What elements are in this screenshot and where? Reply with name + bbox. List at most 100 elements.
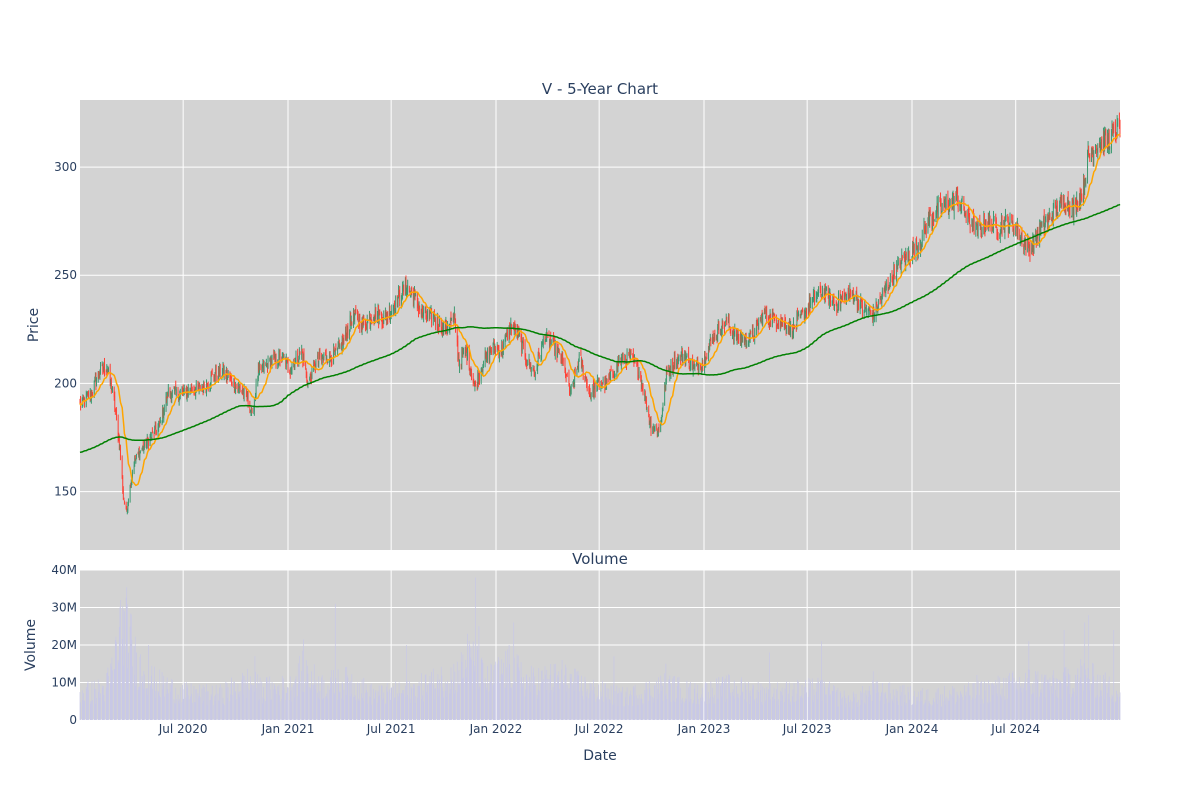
volume-bar <box>628 696 630 720</box>
candle-body <box>438 328 439 330</box>
candle-body <box>231 384 233 387</box>
volume-bar <box>558 688 560 720</box>
volume-bar <box>787 693 789 720</box>
candle-body <box>250 412 252 414</box>
candle-body <box>222 371 223 375</box>
candle-body <box>1023 242 1025 249</box>
candle-body <box>1043 217 1044 223</box>
candle-body <box>764 311 766 314</box>
volume-bar <box>307 673 309 720</box>
candle-body <box>506 331 508 334</box>
candle-body <box>980 226 982 231</box>
volume-bar <box>1043 677 1045 720</box>
volume-bar <box>525 689 526 720</box>
candle-body <box>223 370 225 376</box>
volume-bar <box>584 676 586 720</box>
candle-body <box>318 360 320 364</box>
volume-bar <box>124 611 125 720</box>
candle-body <box>203 382 204 393</box>
volume-bar <box>1063 630 1065 720</box>
candle-body <box>88 391 89 399</box>
volume-bar <box>182 698 184 720</box>
candle-body <box>478 374 479 384</box>
candle-body <box>342 337 344 346</box>
candle-body <box>561 354 563 361</box>
candle-body <box>904 259 906 264</box>
candle-body <box>305 372 307 373</box>
volume-bar <box>1105 685 1107 720</box>
volume-bar <box>1056 679 1058 720</box>
candle-body <box>557 348 559 351</box>
candle-body <box>115 410 116 411</box>
candle-body <box>924 226 925 228</box>
volume-bar <box>1084 622 1086 720</box>
volume-bar <box>1015 682 1017 720</box>
candle-body <box>431 308 432 324</box>
volume-bar <box>757 703 758 720</box>
volume-bar <box>455 690 456 720</box>
volume-bar <box>401 693 403 720</box>
candle-body <box>973 216 975 235</box>
candle-body <box>855 292 857 296</box>
volume-bar <box>329 687 331 720</box>
candle-body <box>350 320 352 324</box>
volume-bar <box>335 678 337 720</box>
volume-bar <box>640 698 642 720</box>
candle-body <box>765 316 766 318</box>
candle-body <box>724 326 725 329</box>
volume-bar <box>706 682 708 720</box>
volume-bar <box>888 682 889 720</box>
volume-bar <box>949 690 950 720</box>
candle-body <box>802 309 803 312</box>
volume-bar <box>529 691 531 720</box>
candle-body <box>305 361 306 370</box>
candle-body <box>149 436 151 447</box>
candle-body <box>258 366 259 380</box>
volume-bar <box>580 687 582 720</box>
candle-body <box>872 307 874 321</box>
candle-body <box>223 366 224 376</box>
candle-body <box>1043 214 1045 231</box>
candle-body <box>526 363 528 365</box>
candle-body <box>112 386 113 391</box>
volume-bar <box>617 693 618 720</box>
candle-body <box>140 451 141 453</box>
candle-body <box>167 393 169 398</box>
candle-body <box>542 338 544 347</box>
candle-body <box>1081 197 1083 201</box>
candle-body <box>819 285 821 290</box>
candle-body <box>952 198 953 210</box>
candle-body <box>1063 195 1064 202</box>
candle-body <box>785 321 786 330</box>
volume-bar <box>137 689 139 720</box>
candle-body <box>162 408 163 419</box>
volume-bar <box>893 702 895 720</box>
volume-bar <box>1027 678 1029 720</box>
volume-bar <box>684 702 685 720</box>
volume-bar <box>941 706 942 720</box>
volume-bar <box>896 697 897 720</box>
candle-body <box>1019 236 1021 241</box>
volume-bar <box>133 645 135 720</box>
candle-body <box>291 368 292 371</box>
volume-bar <box>289 676 291 720</box>
candle-body <box>1111 127 1113 129</box>
candle-body <box>138 450 140 459</box>
candle-body <box>507 331 508 341</box>
candle-body <box>566 375 567 377</box>
candle-body <box>134 458 136 466</box>
candle-body <box>545 337 547 342</box>
candle-body <box>554 338 556 356</box>
candle-body <box>626 352 628 365</box>
volume-bar <box>1044 697 1046 720</box>
volume-bar <box>823 681 825 720</box>
date-tick-label: Jul 2022 <box>574 722 624 736</box>
candle-body <box>976 223 978 225</box>
volume-bar <box>716 678 717 720</box>
volume-bar <box>614 691 616 720</box>
candle-body <box>385 312 386 316</box>
volume-bar <box>189 699 191 720</box>
volume-bar <box>147 695 149 720</box>
